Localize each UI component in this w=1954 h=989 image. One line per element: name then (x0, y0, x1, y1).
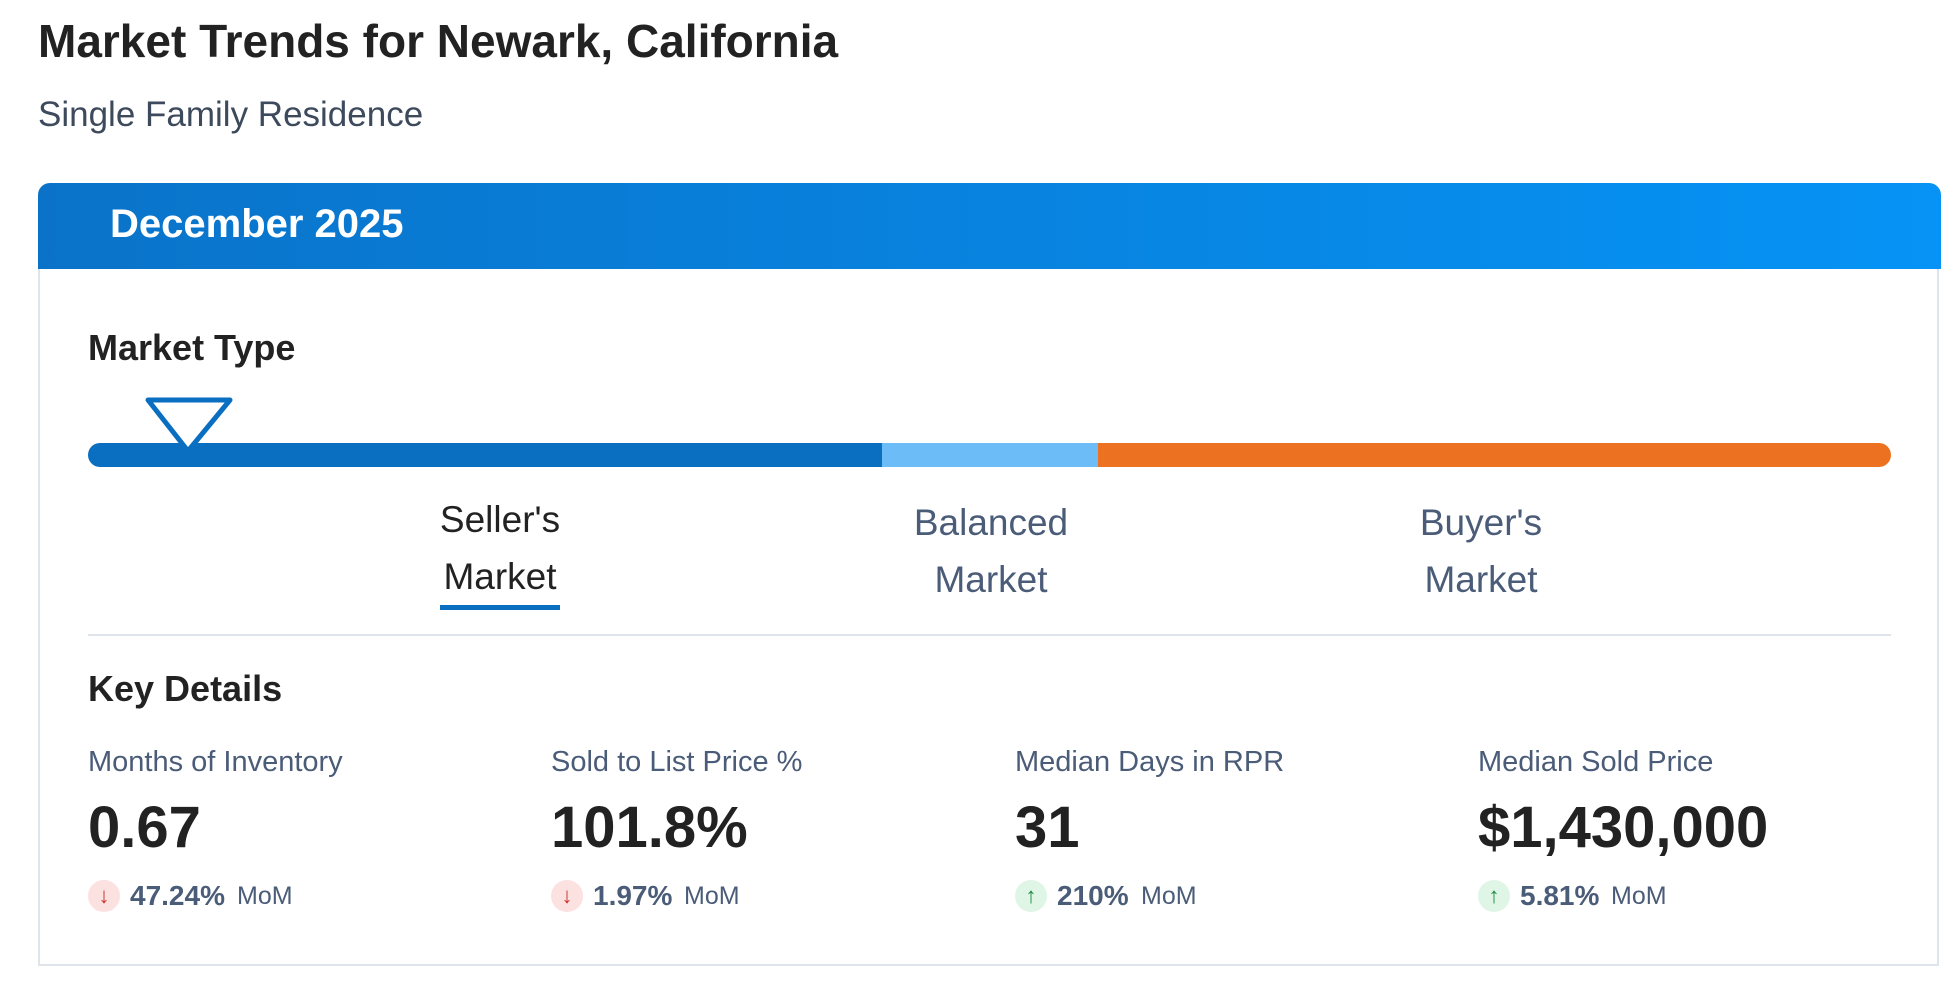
divider (88, 634, 1891, 636)
metric-period: MoM (1141, 882, 1197, 910)
market-segment-label: Seller's Market (440, 491, 560, 605)
metric-value: 31 (1015, 795, 1080, 860)
active-underline (440, 605, 560, 610)
trend-icon: ↓ (88, 880, 120, 912)
balanced-bar (882, 443, 1098, 467)
segment-text: Market (934, 559, 1048, 600)
metric-change: 47.24% (130, 880, 225, 911)
metric-label: Median Sold Price (1478, 746, 1714, 778)
market-segment-label: Buyer's Market (1420, 494, 1542, 608)
segment-text: Market (1424, 559, 1538, 600)
page-subtitle: Single Family Residence (38, 95, 424, 134)
metric-change: 5.81% (1520, 880, 1600, 911)
segment-text: Market (443, 556, 557, 597)
section-title: Key Details (88, 668, 283, 709)
marker (145, 397, 233, 454)
seller-bar (88, 443, 894, 467)
metric-label: Median Days in RPR (1015, 746, 1285, 778)
section-title: Market Type (88, 327, 296, 368)
metric-period: MoM (237, 882, 293, 910)
metric-value: 101.8% (551, 795, 748, 860)
trend-icon: ↓ (551, 880, 583, 912)
metric-period: MoM (684, 882, 740, 910)
metric-label: Sold to List Price % (551, 746, 803, 778)
metric-value: 0.67 (88, 795, 201, 860)
segment-text: Balanced (913, 502, 1069, 543)
period: December 2025 (110, 202, 404, 246)
metric-label: Months of Inventory (88, 746, 343, 778)
card-header (38, 183, 1941, 269)
card (38, 183, 1939, 966)
segment-text: Seller's (439, 499, 561, 540)
trend-icon: ↑ (1015, 880, 1047, 912)
trend-icon: ↑ (1478, 880, 1510, 912)
metric-value: $1,430,000 (1478, 795, 1769, 860)
buyer-bar (1098, 443, 1891, 467)
metric-change: 210% (1057, 880, 1129, 911)
metric-period: MoM (1611, 882, 1667, 910)
metric-change: 1.97% (593, 880, 673, 911)
page-title: Market Trends for Newark, California (38, 15, 839, 67)
segment-text: Buyer's (1419, 502, 1543, 543)
market-segment-label: Balanced Market (914, 494, 1068, 608)
